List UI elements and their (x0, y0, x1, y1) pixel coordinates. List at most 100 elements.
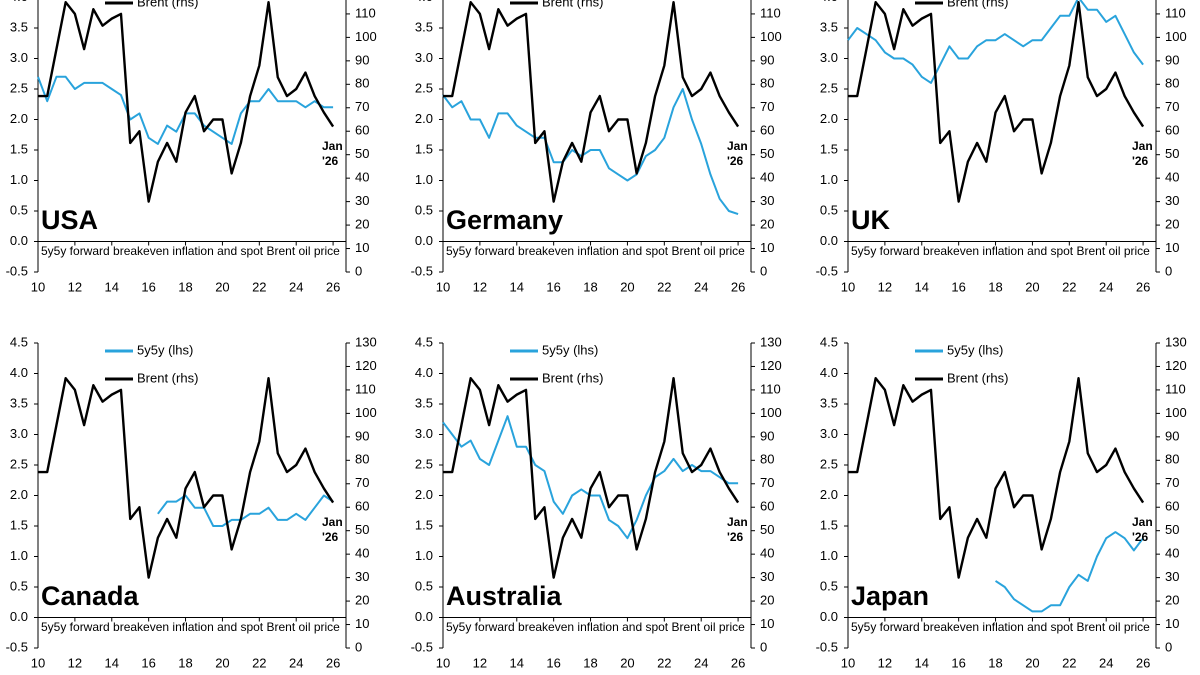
y2-tick-label: 20 (355, 593, 369, 608)
y2-tick-label: 20 (355, 217, 369, 232)
y2-tick-label: 0 (355, 639, 362, 654)
legend-label: Brent (rhs) (947, 370, 1008, 385)
y-tick-label: 3.0 (415, 50, 433, 65)
y2-tick-label: 70 (1165, 99, 1179, 114)
y-tick-label: 0.0 (415, 609, 433, 624)
y2-tick-label: 70 (760, 99, 774, 114)
x-tick-label: 20 (620, 279, 634, 294)
y2-tick-label: 70 (760, 475, 774, 490)
chart-note: 5y5y forward breakeven inflation and spo… (41, 243, 340, 258)
x-tick-label: 26 (1136, 655, 1150, 670)
x-tick-label: 18 (988, 655, 1002, 670)
y2-tick-label: 50 (1165, 522, 1179, 537)
y-tick-label: -0.5 (816, 639, 838, 654)
y2-tick-label: 20 (760, 593, 774, 608)
end-annotation: Jan '26 (727, 515, 748, 544)
y2-tick-label: 110 (760, 381, 781, 396)
panel: -0.50.00.51.01.52.02.53.03.54.04.5010203… (816, 334, 1187, 670)
legend-label: Brent (rhs) (542, 0, 603, 9)
y2-tick-label: 80 (355, 76, 369, 91)
x-tick-label: 18 (178, 279, 192, 294)
y2-tick-label: 110 (1165, 5, 1186, 20)
chart-note: 5y5y forward breakeven inflation and spo… (446, 243, 745, 258)
y2-tick-label: 40 (1165, 170, 1179, 185)
y2-tick-label: 100 (355, 405, 377, 420)
y-tick-label: 3.5 (415, 19, 433, 34)
end-annotation-box: Jan '26 (1132, 139, 1153, 168)
x-tick-label: 24 (1099, 655, 1113, 670)
y2-tick-label: 90 (760, 52, 774, 67)
y2-tick-label: 120 (355, 358, 377, 373)
end-annotation-box: Jan '26 (1132, 515, 1153, 544)
x-tick-label: 16 (546, 279, 560, 294)
chart-note: 5y5y forward breakeven inflation and spo… (851, 619, 1150, 634)
x-tick-label: 10 (841, 655, 855, 670)
y2-tick-label: 110 (355, 5, 376, 20)
y-tick-label: 3.5 (820, 395, 838, 410)
legend-label: 5y5y (lhs) (947, 342, 1003, 357)
y2-tick-label: 80 (1165, 76, 1179, 91)
y2-tick-label: 10 (760, 616, 774, 631)
end-annotation: Jan '26 (1132, 139, 1153, 168)
country-label: Japan (851, 581, 929, 611)
x-tick-label: 20 (1025, 279, 1039, 294)
x-tick-label: 18 (583, 279, 597, 294)
x-tick-label: 24 (289, 655, 303, 670)
x-tick-label: 26 (731, 279, 745, 294)
y-tick-label: 2.5 (415, 456, 433, 471)
y2-tick-label: 30 (1165, 569, 1179, 584)
legend-label: 5y5y (lhs) (542, 342, 598, 357)
country-label: UK (851, 205, 890, 235)
x-tick-label: 26 (326, 279, 340, 294)
y-tick-label: 4.5 (820, 334, 838, 349)
y-tick-label: -0.5 (816, 263, 838, 278)
x-tick-label: 16 (951, 279, 965, 294)
y2-tick-label: 0 (760, 263, 767, 278)
y2-tick-label: 60 (760, 499, 774, 514)
y-tick-label: 4.0 (820, 365, 838, 380)
x-tick-label: 14 (105, 279, 119, 294)
y-tick-label: 3.0 (820, 426, 838, 441)
y-tick-label: 2.0 (820, 487, 838, 502)
x-tick-label: 14 (915, 655, 929, 670)
country-label: Germany (446, 205, 563, 235)
x-tick-label: 22 (657, 279, 671, 294)
y-tick-label: 1.0 (820, 548, 838, 563)
end-annotation-box: Jan '26 (727, 515, 748, 544)
y2-tick-label: 60 (760, 123, 774, 138)
y-tick-label: 2.0 (820, 111, 838, 126)
x-tick-label: 10 (436, 655, 450, 670)
y-tick-label: 0.0 (820, 609, 838, 624)
y-tick-label: 0.5 (10, 202, 28, 217)
y-tick-label: 3.5 (10, 395, 28, 410)
chart-note-box: 5y5y forward breakeven inflation and spo… (446, 243, 745, 258)
y2-tick-label: 0 (760, 639, 767, 654)
y2-tick-label: 0 (355, 263, 362, 278)
y-tick-label: 0.5 (820, 202, 838, 217)
y2-tick-label: 100 (760, 29, 782, 44)
y2-tick-label: 30 (355, 569, 369, 584)
y-tick-label: 1.0 (10, 548, 28, 563)
y2-tick-label: 40 (355, 546, 369, 561)
y2-tick-label: 100 (1165, 405, 1187, 420)
x-tick-label: 22 (1062, 279, 1076, 294)
y2-tick-label: 130 (355, 334, 377, 349)
y-tick-label: 3.0 (10, 426, 28, 441)
x-tick-label: 10 (841, 279, 855, 294)
series-line (442, 88, 739, 215)
y-tick-label: 2.0 (10, 111, 28, 126)
y-tick-label: 2.5 (10, 456, 28, 471)
legend-label: Brent (rhs) (947, 0, 1008, 9)
y2-tick-label: 90 (355, 428, 369, 443)
y2-tick-label: 90 (1165, 52, 1179, 67)
x-tick-label: 20 (1025, 655, 1039, 670)
x-tick-label: 10 (31, 279, 45, 294)
y2-tick-label: 100 (760, 405, 782, 420)
y-tick-label: 0.0 (10, 233, 28, 248)
panel: -0.50.00.51.01.52.02.53.03.54.04.5010203… (816, 0, 1187, 294)
chart-note-box: 5y5y forward breakeven inflation and spo… (41, 620, 340, 634)
y-tick-label: 2.0 (415, 111, 433, 126)
y-tick-label: 3.0 (820, 50, 838, 65)
y2-tick-label: 80 (760, 76, 774, 91)
